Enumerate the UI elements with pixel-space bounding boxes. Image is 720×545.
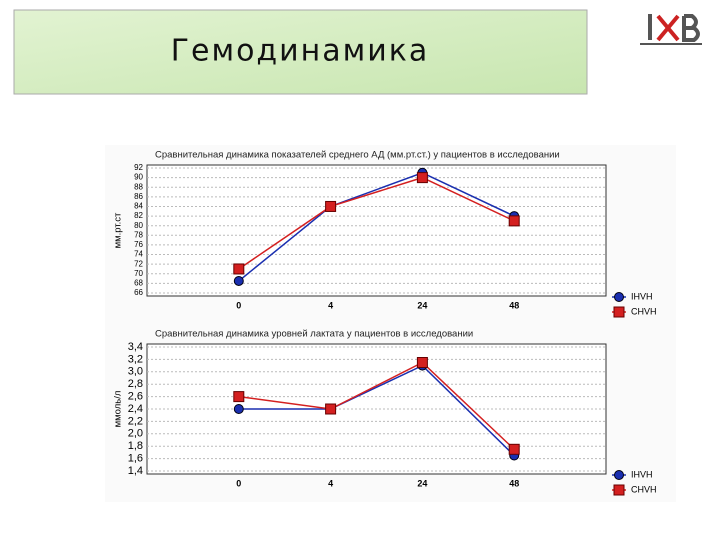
y-tick-label: 74: [134, 250, 143, 259]
y-tick-label: 72: [134, 259, 143, 268]
y-tick-label: 82: [134, 211, 143, 220]
chart-title: Сравнительная динамика показателей средн…: [155, 150, 560, 161]
marker: [508, 443, 520, 455]
marker: [416, 357, 428, 368]
y-tick-label: 80: [134, 221, 143, 230]
y-tick-label: 70: [134, 269, 143, 278]
y-axis-label: мм.рт.ст: [113, 212, 124, 248]
marker: [416, 172, 428, 184]
legend-marker: [613, 484, 625, 496]
logo: [640, 14, 702, 45]
header-title: Гемодинамика: [171, 34, 430, 69]
marker: [233, 275, 244, 286]
plot-area: [146, 164, 607, 297]
y-tick-label: 3,0: [128, 366, 143, 378]
y-tick-label: 2,0: [128, 428, 143, 440]
legend-marker: [614, 292, 624, 302]
marker: [325, 403, 337, 415]
y-tick-label: 1,8: [128, 440, 143, 452]
y-tick-label: 76: [134, 240, 143, 249]
y-tick-label: 78: [134, 230, 143, 239]
series-line: [238, 176, 515, 270]
y-tick-label: 2,4: [128, 403, 143, 415]
marker: [233, 404, 244, 414]
legend-label: CHVH: [631, 306, 657, 316]
series-line: [238, 171, 515, 282]
y-axis-label: ммоль/л: [113, 391, 124, 428]
y-tick-label: 2,8: [128, 378, 143, 390]
series-line: [238, 364, 515, 457]
marker: [508, 215, 520, 227]
legend-marker: [614, 470, 624, 480]
x-tick-label: 24: [417, 478, 427, 488]
x-tick-label: 4: [328, 478, 333, 488]
y-tick-label: 1,6: [128, 453, 143, 465]
y-tick-label: 90: [134, 173, 143, 182]
x-tick-label: 0: [236, 300, 241, 310]
legend-label: CHVH: [631, 484, 657, 494]
legend-marker: [613, 306, 625, 318]
y-tick-label: 2,6: [128, 391, 143, 403]
marker: [325, 200, 337, 212]
legend-label: IHVH: [631, 469, 653, 479]
y-tick-label: 92: [134, 163, 143, 172]
y-tick-label: 68: [134, 278, 143, 287]
y-tick-label: 3,4: [128, 341, 143, 353]
y-tick-label: 2,2: [128, 415, 143, 427]
x-tick-label: 48: [509, 478, 519, 488]
y-tick-label: 88: [134, 182, 143, 191]
x-tick-label: 48: [509, 300, 519, 310]
y-tick-label: 84: [134, 202, 143, 211]
legend-label: IHVH: [631, 291, 653, 301]
chart-title: Сравнительная динамика уровней лактата у…: [155, 329, 473, 340]
y-tick-label: 66: [134, 288, 143, 297]
y-tick-label: 86: [134, 192, 143, 201]
x-tick-label: 0: [236, 478, 241, 488]
x-tick-label: 24: [417, 300, 427, 310]
marker: [233, 263, 245, 275]
marker: [233, 391, 245, 403]
y-tick-label: 3,2: [128, 353, 143, 365]
x-tick-label: 4: [328, 300, 333, 310]
y-tick-label: 1,4: [128, 465, 143, 477]
header-box: [13, 9, 588, 95]
series-line: [238, 361, 515, 450]
